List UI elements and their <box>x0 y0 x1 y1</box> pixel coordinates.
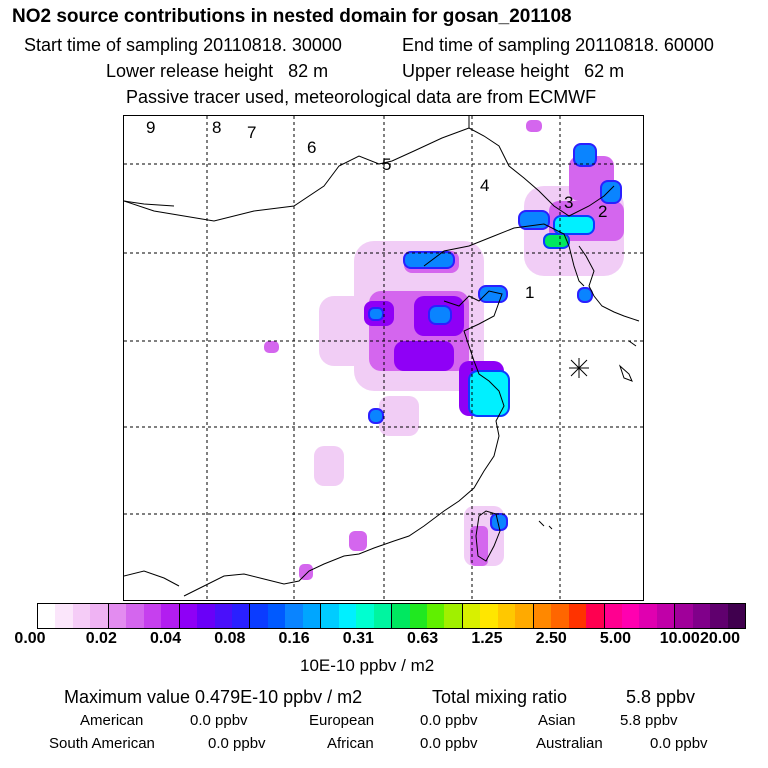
colorbar-segment <box>302 604 322 628</box>
colorbar-tick-label: 10.00 <box>659 630 700 647</box>
region-label: 2 <box>598 202 607 221</box>
concentration-field <box>264 120 624 580</box>
region-value: 0.0 ppbv <box>190 712 248 729</box>
colorbar-segment <box>250 604 268 628</box>
total-mixing-value: 5.8 ppbv <box>626 687 696 707</box>
colorbar-tick-label: 0.02 <box>85 630 117 647</box>
colorbar-segment <box>179 604 198 628</box>
colorbar-tick-label: 0.16 <box>278 630 310 647</box>
colorbar-segment <box>72 604 91 628</box>
colorbar-segment <box>586 604 605 628</box>
region-name: Australian <box>536 735 603 752</box>
region-value: 0.0 ppbv <box>650 735 708 752</box>
region-name: American <box>80 712 144 729</box>
max-value: Maximum value 0.479E-10 ppbv / m2 <box>64 687 363 707</box>
colorbar-tick-label: 1.25 <box>471 630 503 647</box>
colorbar-segment <box>143 604 162 628</box>
map-title: NO2 source contributions in nested domai… <box>12 6 572 27</box>
colorbar-segment <box>621 604 640 628</box>
colorbar-unit: 10E-10 ppbv / m2 <box>300 656 435 675</box>
colorbar-segment <box>231 604 251 628</box>
grid-lines <box>124 116 643 600</box>
lower-release-height: Lower release height 82 m <box>106 61 329 81</box>
coastlines-borders <box>124 116 640 597</box>
region-name: Asian <box>538 712 576 729</box>
colorbar-segment <box>426 604 445 628</box>
region-value: 5.8 ppbv <box>620 712 678 729</box>
region-label: 9 <box>146 118 155 137</box>
colorbar-segment <box>338 604 357 628</box>
colorbar-segment <box>497 604 516 628</box>
colorbar-segment <box>462 604 481 628</box>
colorbar-segment <box>161 604 180 628</box>
region-label: 7 <box>247 123 256 142</box>
region-value: 0.0 ppbv <box>420 735 478 752</box>
colorbar-segment <box>444 604 463 628</box>
region-label: 5 <box>382 155 391 174</box>
colorbar-segment <box>568 604 587 628</box>
colorbar-segment <box>214 604 232 628</box>
region-name: South American <box>49 735 155 752</box>
region-name: European <box>309 712 375 729</box>
colorbar-segment <box>373 604 393 628</box>
colorbar-segment <box>675 604 693 628</box>
colorbar-tick-label: 0.31 <box>342 630 374 647</box>
colorbar <box>37 603 746 629</box>
upper-release-height: Upper release height 62 m <box>402 61 625 81</box>
map-svg: 9 8 7 6 5 4 3 2 1 <box>124 116 643 600</box>
colorbar-tick-label: 5.00 <box>599 630 632 647</box>
region-name: African <box>327 735 374 752</box>
colorbar-segment <box>108 604 127 628</box>
tracer-note: Passive tracer used, meteorological data… <box>126 87 597 107</box>
region-value: 0.0 ppbv <box>208 735 266 752</box>
colorbar-segment <box>727 604 746 628</box>
colorbar-tick-label: 20.00 <box>699 630 741 647</box>
colorbar-segment <box>38 604 56 628</box>
map-panel: 9 8 7 6 5 4 3 2 1 <box>123 115 644 601</box>
colorbar-tick-label: 2.50 <box>535 630 567 647</box>
colorbar-tick-label: 0.63 <box>407 630 439 647</box>
region-label: 8 <box>212 118 221 137</box>
receptor-marker <box>569 358 589 378</box>
region-value: 0.0 ppbv <box>420 712 478 729</box>
colorbar-segment <box>409 604 427 628</box>
region-label: 6 <box>307 138 316 157</box>
colorbar-segment <box>321 604 339 628</box>
colorbar-tick-label: 0.04 <box>149 630 182 647</box>
colorbar-tick-label: 0.08 <box>214 630 246 647</box>
region-label: 3 <box>564 193 573 212</box>
colorbar-tick-label: 0.00 <box>14 630 46 647</box>
colorbar-segment <box>356 604 374 628</box>
colorbar-segment <box>126 604 144 628</box>
region-label: 1 <box>525 283 534 302</box>
colorbar-segment <box>197 604 215 628</box>
colorbar-segment <box>480 604 498 628</box>
colorbar-segment <box>533 604 552 628</box>
colorbar-segment <box>285 604 303 628</box>
colorbar-segment <box>55 604 73 628</box>
end-time: End time of sampling 20110818. 60000 <box>402 35 714 55</box>
colorbar-segment <box>551 604 569 628</box>
colorbar-segment <box>692 604 711 628</box>
colorbar-segment <box>656 604 676 628</box>
colorbar-segment <box>639 604 657 628</box>
colorbar-segment <box>90 604 109 628</box>
region-label: 4 <box>480 176 489 195</box>
colorbar-segment <box>604 604 622 628</box>
colorbar-segment <box>515 604 534 628</box>
start-time: Start time of sampling 20110818. 30000 <box>24 35 342 55</box>
colorbar-segment <box>710 604 728 628</box>
colorbar-segment <box>267 604 286 628</box>
total-mixing-label: Total mixing ratio <box>432 687 568 707</box>
colorbar-segment <box>392 604 410 628</box>
